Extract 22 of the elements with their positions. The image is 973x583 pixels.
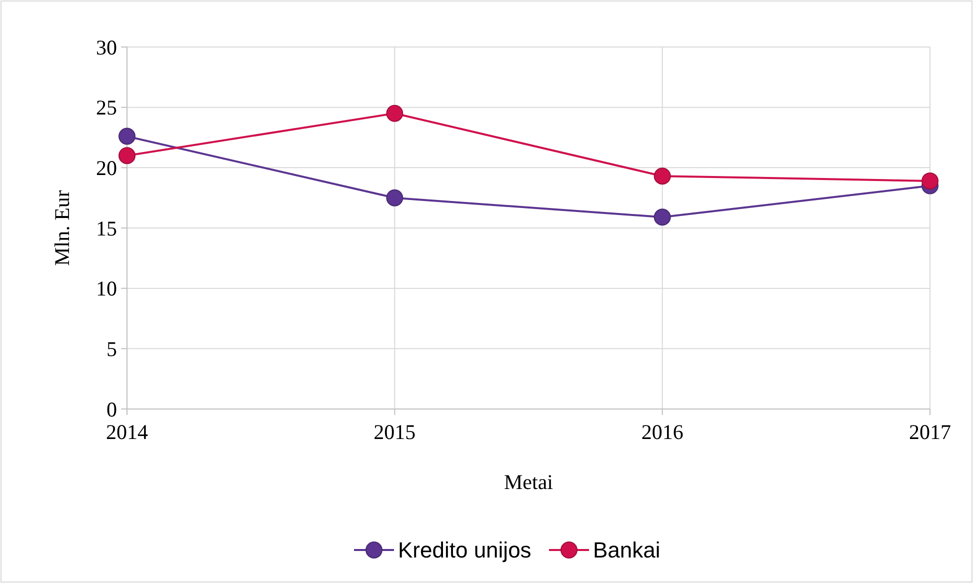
point [922,172,938,190]
y-tick-label: 0 [106,397,117,422]
point [654,208,671,226]
point [386,104,404,122]
point [386,189,404,206]
y-tick-label: 10 [96,276,117,301]
y-tick-label: 5 [106,337,117,362]
y-tick-label: 30 [96,35,117,60]
point [118,128,136,145]
x-tick-label: 2015 [374,420,416,444]
point [118,147,136,164]
y-tick-label: 25 [96,96,117,120]
point [654,168,671,185]
x-tick-label: 2016 [641,420,684,444]
x-tick-label: 2017 [909,420,951,444]
x-tick-label: 2014 [106,420,148,444]
legend-label: Kredito unijos [398,538,532,563]
y-tick-label: 15 [96,216,117,240]
y-tick-label: 20 [96,156,117,180]
y-axis-title: Mln. Eur [50,190,74,266]
x-axis-title: Metai [504,470,554,494]
legend-label: Bankai [593,538,660,563]
